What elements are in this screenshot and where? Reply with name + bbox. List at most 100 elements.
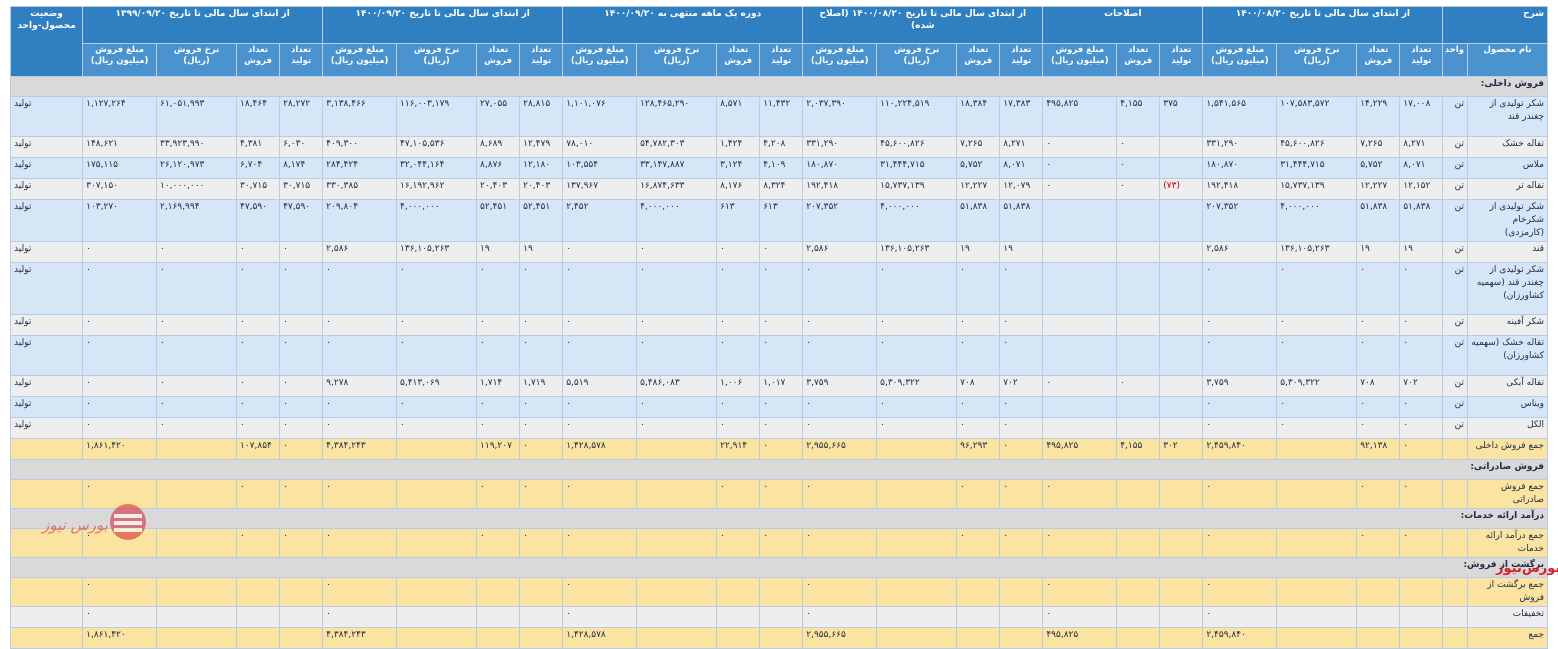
product-name-cell: جمع فروش صادراتی bbox=[1466, 479, 1549, 509]
table-row: شکر تولیدی از چغندر قند (سهمیه کشاورزان)… bbox=[9, 262, 1549, 315]
value-cell bbox=[1116, 335, 1161, 376]
unit-cell: تن bbox=[1442, 199, 1468, 242]
watermark-text: بورس نیوز bbox=[40, 516, 108, 534]
value-cell: ۵,۷۵۲ bbox=[1356, 157, 1401, 179]
value-cell bbox=[1159, 479, 1204, 509]
value-cell: ۰ bbox=[1116, 375, 1161, 397]
value-cell: ۰ bbox=[562, 314, 638, 336]
value-cell: ۰ bbox=[1042, 577, 1118, 607]
product-name-cell: تخفیفات bbox=[1466, 606, 1549, 628]
value-cell: ۱۹ bbox=[519, 241, 564, 263]
value-cell: ۰ bbox=[562, 479, 638, 509]
unit-cell: تن bbox=[1442, 375, 1468, 397]
value-cell: ۴,۰۰۰,۰۰۰ bbox=[1276, 199, 1358, 242]
table-row: شکر آفینه تن ۰ ۰ ۰ ۰ ۰ ۰ ۰ ۰ ۰ ۰ ۰ ۰ ۰ ۰ ۰ ۰ ۰ ۰ ۰ ۰ تولید bbox=[9, 314, 1549, 336]
unit-cell: تن bbox=[1442, 396, 1468, 418]
value-cell: ۰ bbox=[562, 606, 638, 628]
value-cell bbox=[1116, 314, 1161, 336]
value-cell: ۵۲,۴۵۱ bbox=[519, 199, 564, 242]
value-cell: ۰ bbox=[82, 417, 157, 439]
value-cell: ۸,۲۷۱ bbox=[1399, 136, 1444, 158]
value-cell: ۴,۳۸۴,۲۴۳ bbox=[322, 627, 398, 649]
value-cell bbox=[396, 577, 478, 607]
value-cell bbox=[396, 438, 478, 460]
sub-header-ytd-0820-0: تعداد تولید bbox=[1399, 43, 1444, 77]
value-cell: ۱۹ bbox=[999, 241, 1044, 263]
value-cell: ۰ bbox=[1356, 314, 1401, 336]
value-cell: ۰ bbox=[1356, 335, 1401, 376]
value-cell: ۴,۳۸۴,۲۴۳ bbox=[322, 438, 398, 460]
value-cell bbox=[155, 479, 238, 509]
value-cell: ۵۱,۸۳۸ bbox=[999, 199, 1044, 242]
value-cell: ۲۰,۴۰۳ bbox=[476, 178, 521, 200]
value-cell bbox=[1356, 627, 1401, 649]
value-cell: ۱۹۲,۴۱۸ bbox=[1202, 178, 1278, 200]
table-row: قند تن ۱۹ ۱۹ ۱۳۶,۱۰۵,۲۶۳ ۲,۵۸۶ ۱۹ ۱۹ ۱۳۶,۱۰۵,۲۶۳… bbox=[9, 241, 1549, 263]
value-cell: ۰ bbox=[279, 479, 324, 509]
value-cell bbox=[279, 606, 324, 628]
value-cell: ۹۶,۲۹۳ bbox=[956, 438, 1001, 460]
value-cell: ۱۹ bbox=[1399, 241, 1444, 263]
value-cell: ۷۰۸ bbox=[956, 375, 1001, 397]
value-cell: ۰ bbox=[1042, 178, 1118, 200]
status-cell: تولید bbox=[9, 157, 84, 179]
sub-header-ytd-0820-3: مبلغ فروش (میلیون ریال) bbox=[1202, 43, 1278, 77]
brand-label: بورس‌نیوز bbox=[1496, 561, 1558, 576]
value-cell: ۵۴,۷۸۲,۳۰۳ bbox=[636, 136, 718, 158]
value-cell: ۰ bbox=[999, 417, 1044, 439]
value-cell: ۰ bbox=[562, 241, 638, 263]
value-cell: ۴۵,۶۰۰,۸۲۶ bbox=[876, 136, 958, 158]
value-cell: ۰ bbox=[1399, 417, 1444, 439]
value-cell: ۰ bbox=[716, 396, 761, 418]
value-cell: ۰ bbox=[322, 479, 398, 509]
status-cell: تولید bbox=[9, 178, 84, 200]
value-cell: ۷۸,۰۱۰ bbox=[562, 136, 638, 158]
value-cell: ۱,۴۲۸,۵۷۸ bbox=[562, 627, 638, 649]
value-cell bbox=[956, 627, 1001, 649]
sub-header-ytd-0820-adjusted-0: تعداد تولید bbox=[999, 43, 1044, 77]
value-cell: ۰ bbox=[236, 262, 281, 315]
value-cell bbox=[155, 606, 238, 628]
table-row: تخفیفات ۰ ۰ ۰ ۰ ۰ ۰ bbox=[9, 606, 1549, 628]
value-cell: ۰ bbox=[1202, 396, 1278, 418]
status-cell bbox=[9, 577, 84, 607]
value-cell: ۰ bbox=[562, 417, 638, 439]
sub-header-adjustments-0: تعداد تولید bbox=[1159, 43, 1204, 77]
sub-header-unit: واحد bbox=[1442, 43, 1468, 77]
value-cell: ۰ bbox=[279, 528, 324, 558]
value-cell: ۲۰,۴۰۳ bbox=[519, 178, 564, 200]
value-cell: ۰ bbox=[999, 262, 1044, 315]
value-cell: ۰ bbox=[322, 417, 398, 439]
value-cell: ۵,۳۰۹,۳۲۲ bbox=[876, 375, 958, 397]
value-cell: ۸,۸۷۶ bbox=[476, 157, 521, 179]
value-cell bbox=[1116, 627, 1161, 649]
product-name-cell: تفاله آبکی bbox=[1466, 375, 1549, 397]
value-cell: ۰ bbox=[802, 528, 878, 558]
value-cell: ۰ bbox=[279, 438, 324, 460]
value-cell: ۰ bbox=[716, 417, 761, 439]
value-cell bbox=[1159, 136, 1204, 158]
value-cell: ۰ bbox=[802, 577, 878, 607]
sub-header-month-0920-2: نرخ فروش (ریال) bbox=[636, 43, 718, 77]
value-cell: ۰ bbox=[279, 262, 324, 315]
value-cell: ۰ bbox=[636, 396, 718, 418]
value-cell bbox=[1042, 262, 1118, 315]
value-cell: ۰ bbox=[322, 606, 398, 628]
unit-cell bbox=[1442, 606, 1468, 628]
value-cell bbox=[1116, 606, 1161, 628]
table-row: جمع برگشت از فروش ۰ ۰ ۰ ۰ ۰ ۰ bbox=[9, 577, 1549, 607]
status-cell: تولید bbox=[9, 262, 84, 315]
product-name-cell: شکر تولیدی از چغندر قند bbox=[1466, 96, 1549, 137]
value-cell bbox=[876, 479, 958, 509]
value-cell bbox=[476, 577, 521, 607]
value-cell: ۳,۷۵۹ bbox=[802, 375, 878, 397]
value-cell: ۰ bbox=[1399, 479, 1444, 509]
value-cell: ۰ bbox=[1042, 157, 1118, 179]
value-cell: ۰ bbox=[82, 606, 157, 628]
value-cell: ۰ bbox=[1202, 479, 1278, 509]
value-cell: ۳,۷۵۹ bbox=[1202, 375, 1278, 397]
value-cell bbox=[1159, 375, 1204, 397]
value-cell bbox=[236, 627, 281, 649]
product-name-cell: شکر تولیدی از شکرخام (کارمزدی) bbox=[1466, 199, 1549, 242]
value-cell bbox=[636, 479, 718, 509]
